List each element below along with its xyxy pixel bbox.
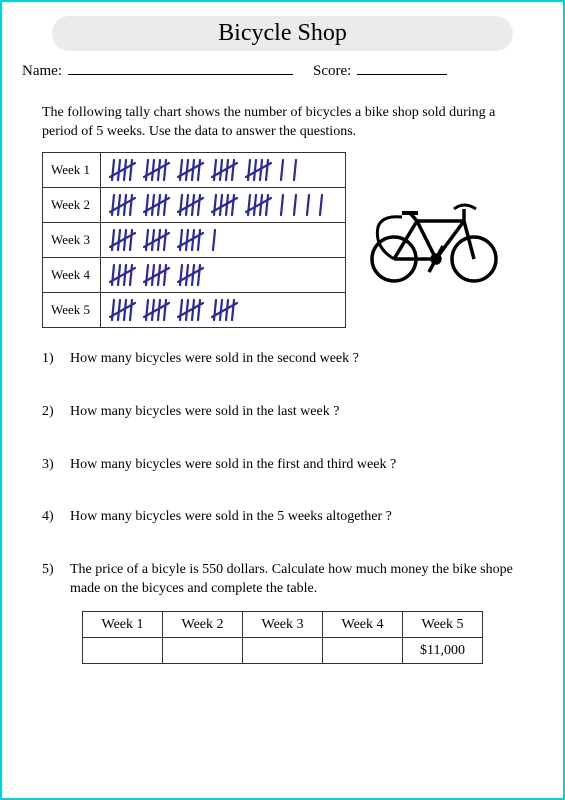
tally-row-label: Week 4 <box>43 257 101 292</box>
tally-one-icon <box>292 157 299 183</box>
question: 4)How many bicycles were sold in the 5 w… <box>42 508 543 527</box>
tally-five-icon <box>177 297 205 323</box>
tally-five-icon <box>143 157 171 183</box>
tally-row: Week 2 <box>43 187 346 222</box>
question-number: 2) <box>42 403 70 422</box>
tally-row-label: Week 1 <box>43 152 101 187</box>
question: 5)The price of a bicyle is 550 dollars. … <box>42 561 543 599</box>
tally-five-icon <box>109 157 137 183</box>
tally-five-icon <box>109 192 137 218</box>
tally-one-icon <box>305 192 312 218</box>
tally-five-icon <box>211 157 239 183</box>
price-table: Week 1Week 2Week 3Week 4Week 5$11,000 <box>82 611 483 664</box>
price-table-cell[interactable] <box>83 638 163 664</box>
tally-one-icon <box>279 157 286 183</box>
question-number: 5) <box>42 561 70 599</box>
tally-one-icon <box>211 227 218 253</box>
question-text: How many bicycles were sold in the last … <box>70 403 543 422</box>
tally-one-icon <box>279 192 286 218</box>
tally-row: Week 3 <box>43 222 346 257</box>
score-input-line[interactable] <box>357 59 447 75</box>
question: 3)How many bicycles were sold in the fir… <box>42 456 543 475</box>
tally-five-icon <box>143 297 171 323</box>
question: 1)How many bicycles were sold in the sec… <box>42 350 543 369</box>
tally-five-icon <box>211 192 239 218</box>
tally-row: Week 5 <box>43 292 346 327</box>
tally-five-icon <box>109 262 137 288</box>
question-number: 3) <box>42 456 70 475</box>
question-text: The price of a bicyle is 550 dollars. Ca… <box>70 561 543 599</box>
tally-row-label: Week 5 <box>43 292 101 327</box>
tally-row-marks <box>101 222 346 257</box>
bicycle-icon <box>364 187 504 292</box>
name-label: Name: <box>22 63 62 80</box>
tally-five-icon <box>109 297 137 323</box>
tally-row-label: Week 3 <box>43 222 101 257</box>
tally-row-label: Week 2 <box>43 187 101 222</box>
questions-list: 1)How many bicycles were sold in the sec… <box>42 350 543 664</box>
tally-row: Week 4 <box>43 257 346 292</box>
tally-five-icon <box>109 227 137 253</box>
name-score-row: Name: Score: <box>22 59 543 80</box>
tally-row-marks <box>101 187 346 222</box>
tally-row-marks <box>101 292 346 327</box>
tally-five-icon <box>143 227 171 253</box>
instructions-text: The following tally chart shows the numb… <box>42 104 533 142</box>
question-number: 4) <box>42 508 70 527</box>
question-number: 1) <box>42 350 70 369</box>
tally-five-icon <box>143 262 171 288</box>
price-table-header: Week 3 <box>243 612 323 638</box>
tally-five-icon <box>177 192 205 218</box>
price-table-cell[interactable] <box>163 638 243 664</box>
tally-row-marks <box>101 152 346 187</box>
price-table-header: Week 1 <box>83 612 163 638</box>
tally-one-icon <box>318 192 325 218</box>
price-table-header: Week 4 <box>323 612 403 638</box>
question-text: How many bicycles were sold in the 5 wee… <box>70 508 543 527</box>
price-table-cell[interactable] <box>243 638 323 664</box>
worksheet-title: Bicycle Shop <box>52 16 513 51</box>
question-text: How many bicycles were sold in the secon… <box>70 350 543 369</box>
tally-five-icon <box>245 192 273 218</box>
name-input-line[interactable] <box>68 59 293 75</box>
price-table-cell[interactable]: $11,000 <box>403 638 483 664</box>
price-table-header: Week 5 <box>403 612 483 638</box>
question-text: How many bicycles were sold in the first… <box>70 456 543 475</box>
question: 2)How many bicycles were sold in the las… <box>42 403 543 422</box>
price-table-cell[interactable] <box>323 638 403 664</box>
tally-five-icon <box>143 192 171 218</box>
tally-five-icon <box>245 157 273 183</box>
tally-row: Week 1 <box>43 152 346 187</box>
tally-five-icon <box>177 262 205 288</box>
tally-five-icon <box>177 227 205 253</box>
tally-row-marks <box>101 257 346 292</box>
tally-five-icon <box>211 297 239 323</box>
tally-five-icon <box>177 157 205 183</box>
price-table-header: Week 2 <box>163 612 243 638</box>
score-label: Score: <box>313 63 351 80</box>
tally-one-icon <box>292 192 299 218</box>
tally-chart: Week 1Week 2Week 3Week 4Week 5 <box>42 152 346 328</box>
